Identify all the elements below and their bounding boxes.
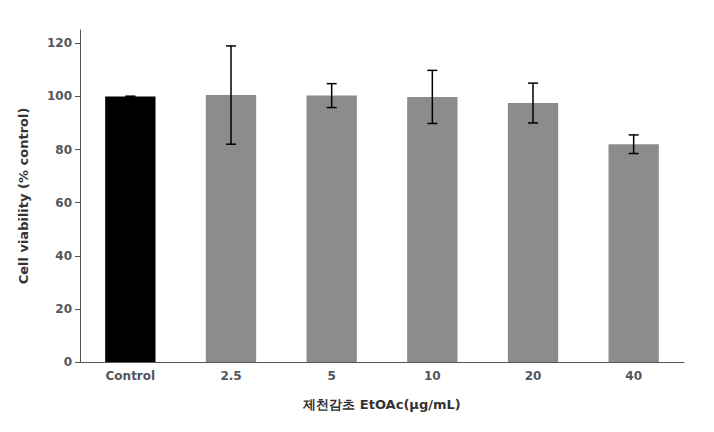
svg-text:10: 10	[424, 369, 441, 383]
svg-text:100: 100	[47, 89, 72, 103]
svg-text:20: 20	[525, 369, 542, 383]
svg-text:0: 0	[64, 355, 72, 369]
svg-text:Control: Control	[106, 369, 156, 383]
svg-text:120: 120	[47, 36, 72, 50]
svg-text:5: 5	[327, 369, 335, 383]
svg-text:Cell viability (% control): Cell viability (% control)	[16, 108, 31, 285]
svg-text:40: 40	[625, 369, 642, 383]
svg-text:2.5: 2.5	[220, 369, 241, 383]
svg-text:80: 80	[55, 143, 72, 157]
svg-text:20: 20	[55, 302, 72, 316]
svg-text:60: 60	[55, 196, 72, 210]
svg-text:제천감초 EtOAc(μg/mL): 제천감초 EtOAc(μg/mL)	[302, 397, 460, 412]
svg-text:40: 40	[55, 249, 72, 263]
